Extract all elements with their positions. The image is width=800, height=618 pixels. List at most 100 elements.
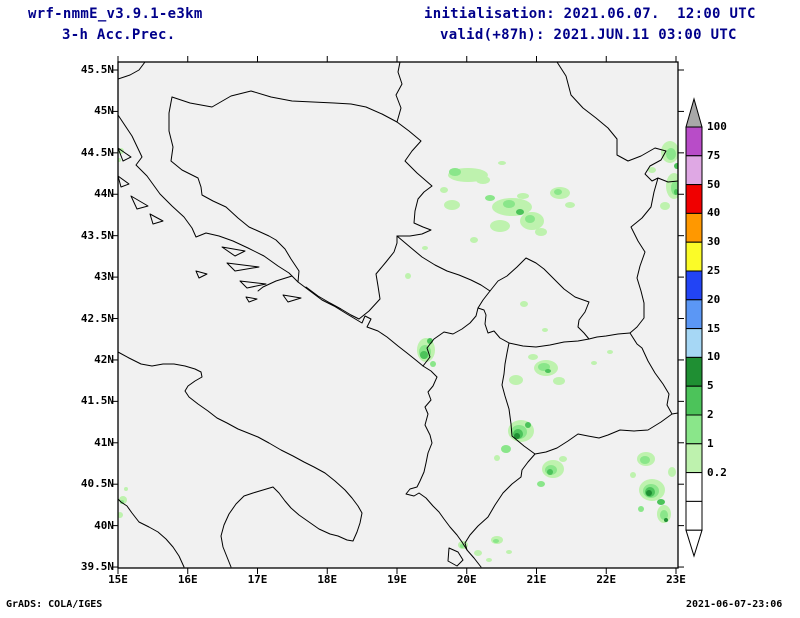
precip-blob bbox=[565, 202, 575, 208]
precip-blob bbox=[525, 422, 531, 428]
precip-blob bbox=[460, 544, 464, 548]
lat-label: 42.5N bbox=[80, 311, 114, 325]
colorbar-value-label: 100 bbox=[707, 120, 727, 133]
precip-blob bbox=[493, 539, 499, 543]
colorbar-value-label: 2 bbox=[707, 408, 714, 421]
border-montenegro-albania bbox=[422, 307, 479, 367]
colorbar-value-label: 25 bbox=[707, 264, 721, 277]
coastline-italy-adriatic bbox=[118, 351, 363, 568]
precip-blob bbox=[440, 187, 448, 193]
border-serbia-bulgaria bbox=[629, 177, 659, 334]
island-zirje bbox=[149, 213, 164, 225]
precip-blob bbox=[535, 228, 547, 236]
precip-blob bbox=[517, 193, 529, 199]
precip-blob bbox=[494, 455, 500, 461]
precip-blob bbox=[506, 550, 512, 554]
precip-blob bbox=[124, 487, 128, 491]
border-albania-greece bbox=[464, 453, 536, 551]
precip-blob bbox=[553, 377, 565, 385]
colorbar-segment-2-5 bbox=[685, 385, 703, 416]
precip-blob bbox=[630, 472, 636, 478]
precip-blob bbox=[420, 351, 428, 359]
lat-label: 41.5N bbox=[80, 394, 114, 408]
precip-blob bbox=[591, 361, 597, 365]
precip-blob bbox=[430, 361, 436, 367]
precip-blob bbox=[476, 176, 490, 184]
precip-blob bbox=[449, 168, 461, 176]
precip-blob bbox=[118, 158, 121, 162]
lat-label: 44.5N bbox=[80, 145, 114, 159]
precipitation-layer bbox=[118, 141, 678, 562]
precip-blob bbox=[657, 499, 665, 505]
colorbar-segment-15-20 bbox=[685, 299, 703, 330]
product-title: 3-h Acc.Prec. bbox=[62, 27, 176, 43]
colorbar-segment-30-40 bbox=[685, 212, 703, 243]
precip-blob bbox=[490, 220, 510, 232]
precip-blob bbox=[422, 246, 428, 250]
border-greece-bulgaria bbox=[671, 412, 678, 415]
colorbar-under-segment bbox=[685, 472, 703, 502]
precip-blob bbox=[660, 202, 670, 210]
colorbar-value-label: 30 bbox=[707, 235, 721, 249]
grads-credit-label: GrADS: COLA/IGES bbox=[6, 599, 103, 610]
border-serbia-romania bbox=[556, 62, 667, 182]
island-korcula bbox=[239, 280, 267, 289]
colorbar-value-label: 1 bbox=[707, 436, 714, 450]
colorbar-value-label: 20 bbox=[707, 292, 721, 306]
border-croatia-bosnia-north bbox=[171, 90, 398, 123]
precip-blob bbox=[640, 456, 650, 464]
lat-label: 41N bbox=[94, 435, 114, 449]
border-albania-macedonia bbox=[501, 342, 536, 455]
precip-blob bbox=[646, 490, 652, 496]
lat-label: 45N bbox=[94, 104, 114, 118]
colorbar-segment-5-10 bbox=[685, 356, 703, 387]
border-croatia-bosnia-south bbox=[305, 286, 360, 320]
precip-blob bbox=[664, 518, 668, 522]
precip-blob bbox=[405, 273, 411, 279]
coastline-italy-tyrrhenian bbox=[118, 498, 185, 568]
precip-blob bbox=[674, 189, 678, 195]
colorbar-segment-40-50 bbox=[685, 184, 703, 214]
island-pag bbox=[118, 147, 132, 162]
precip-blob bbox=[674, 163, 678, 169]
precip-blob bbox=[542, 328, 548, 332]
border-bosnia-serbia bbox=[396, 121, 433, 237]
lon-label: 23E bbox=[666, 573, 686, 586]
valid-time-label: valid(+87h): 2021.JUN.11 03:00 UTC bbox=[440, 27, 737, 43]
border-macedonia-greece bbox=[534, 413, 673, 455]
precip-blob bbox=[668, 467, 676, 477]
precip-blob bbox=[638, 506, 644, 512]
border-serbia-macedonia bbox=[588, 332, 631, 340]
coastlines-and-borders bbox=[118, 62, 678, 568]
precip-blob bbox=[444, 200, 460, 210]
colorbar-segment-1-2 bbox=[685, 414, 703, 445]
island-corfu bbox=[447, 547, 464, 567]
lon-label: 16E bbox=[177, 573, 198, 586]
precip-blob bbox=[559, 456, 567, 462]
map-background bbox=[118, 62, 678, 568]
island-kornati bbox=[130, 195, 149, 210]
border-croatia-bosnia-west bbox=[168, 96, 300, 283]
lon-label: 19E bbox=[387, 573, 407, 586]
colorbar-value-label: 50 bbox=[707, 177, 721, 191]
island-mljet bbox=[282, 294, 302, 303]
init-time-label: initialisation: 2021.06.07. 12:00 UTC bbox=[424, 6, 756, 22]
lat-label: 40.5N bbox=[80, 477, 114, 491]
island-hvar bbox=[226, 262, 260, 272]
colorbar-value-label: 40 bbox=[707, 206, 721, 220]
precip-blob bbox=[528, 354, 538, 360]
colorbar-value-label: 75 bbox=[707, 148, 721, 162]
lat-label: 43N bbox=[94, 270, 114, 284]
precip-blob bbox=[514, 433, 520, 439]
precip-blob bbox=[648, 167, 656, 173]
colorbar-value-label: 15 bbox=[707, 321, 721, 335]
precip-blob bbox=[537, 481, 545, 487]
island-lastovo bbox=[245, 296, 258, 303]
lon-label: 18E bbox=[317, 573, 338, 586]
lon-label: 21E bbox=[526, 573, 547, 586]
colorbar-segments bbox=[685, 126, 703, 474]
precip-blob bbox=[498, 161, 506, 165]
island-vis bbox=[195, 270, 208, 279]
colorbar-segment-50-75 bbox=[685, 155, 703, 186]
